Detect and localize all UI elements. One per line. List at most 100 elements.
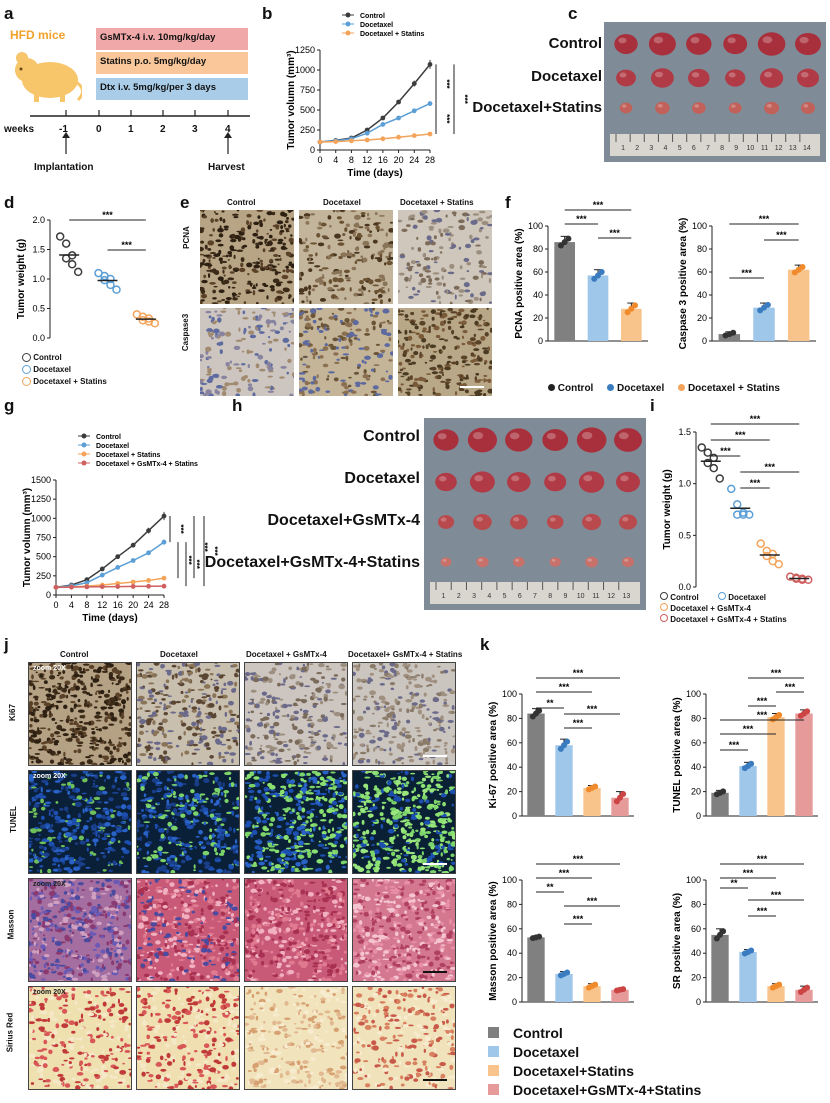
cell bbox=[438, 371, 444, 374]
cell bbox=[75, 827, 80, 830]
cell bbox=[174, 818, 178, 821]
cell bbox=[39, 912, 42, 915]
cell bbox=[393, 835, 396, 839]
cell bbox=[430, 354, 437, 360]
cell bbox=[145, 807, 148, 812]
cell bbox=[128, 722, 131, 727]
cell bbox=[464, 389, 469, 393]
cell bbox=[279, 376, 285, 379]
cell bbox=[263, 827, 270, 832]
cell bbox=[250, 676, 254, 681]
cell bbox=[211, 833, 216, 838]
data-point bbox=[380, 136, 386, 142]
cell bbox=[302, 663, 306, 667]
cell bbox=[304, 685, 311, 688]
cell bbox=[61, 923, 68, 925]
tumor-highlight bbox=[478, 558, 483, 562]
cell bbox=[311, 840, 315, 843]
cell bbox=[193, 864, 196, 869]
cell bbox=[457, 311, 462, 316]
cell bbox=[357, 759, 365, 764]
cell bbox=[137, 828, 139, 833]
cell bbox=[52, 881, 57, 885]
cell bbox=[106, 923, 111, 926]
cell bbox=[416, 844, 419, 850]
cell bbox=[436, 374, 442, 380]
cell bbox=[366, 747, 370, 753]
cell bbox=[114, 777, 117, 783]
cell bbox=[420, 783, 426, 789]
significance-label: *** bbox=[593, 200, 604, 210]
cell bbox=[174, 810, 177, 816]
cell bbox=[82, 731, 87, 736]
cell bbox=[137, 737, 141, 743]
cell bbox=[94, 700, 99, 703]
cell bbox=[378, 695, 386, 701]
cell bbox=[477, 217, 483, 222]
cell bbox=[432, 759, 436, 765]
cell bbox=[89, 796, 92, 801]
cell bbox=[482, 347, 488, 350]
cell bbox=[422, 253, 426, 258]
cell bbox=[419, 831, 424, 837]
cell bbox=[265, 744, 273, 749]
cell bbox=[189, 847, 193, 851]
cell bbox=[406, 391, 411, 396]
cell bbox=[156, 781, 163, 785]
data-point bbox=[364, 130, 370, 136]
cell bbox=[104, 879, 112, 882]
cell bbox=[315, 351, 318, 355]
cell bbox=[69, 728, 74, 732]
cell bbox=[358, 347, 365, 350]
cell bbox=[438, 228, 442, 234]
cell bbox=[98, 786, 106, 791]
cell bbox=[450, 830, 455, 835]
cell bbox=[112, 746, 117, 750]
cell bbox=[435, 217, 443, 223]
cell bbox=[203, 254, 211, 257]
cell bbox=[319, 298, 327, 302]
data-point bbox=[106, 274, 115, 284]
cell bbox=[92, 888, 97, 893]
cell bbox=[72, 798, 80, 801]
cell bbox=[403, 854, 409, 857]
cell bbox=[439, 843, 443, 847]
cell bbox=[354, 246, 360, 251]
cell bbox=[64, 855, 69, 861]
cell bbox=[248, 857, 254, 861]
panel-j-histology: Control Docetaxel Docetaxel + GsMTx-4 Do… bbox=[5, 650, 473, 1100]
cell bbox=[316, 278, 323, 282]
cell bbox=[397, 775, 402, 781]
cell bbox=[431, 773, 435, 776]
cell bbox=[159, 702, 163, 705]
tumor bbox=[648, 32, 676, 56]
cell bbox=[333, 297, 340, 300]
cell bbox=[43, 702, 51, 707]
cell bbox=[322, 235, 328, 239]
y-tick-label: 0.5 bbox=[32, 304, 45, 314]
cell bbox=[189, 739, 195, 745]
data-point bbox=[364, 137, 370, 143]
cell bbox=[215, 857, 220, 860]
e-caspase-statins-image bbox=[398, 308, 492, 396]
cell bbox=[293, 710, 300, 715]
significance-label: *** bbox=[176, 524, 185, 534]
cell bbox=[240, 376, 246, 382]
cell bbox=[208, 697, 212, 701]
cell bbox=[279, 257, 282, 262]
data-point bbox=[756, 539, 765, 548]
cell bbox=[284, 760, 292, 762]
cell bbox=[219, 217, 223, 222]
cell bbox=[247, 363, 250, 369]
cell bbox=[232, 739, 238, 743]
cell bbox=[259, 712, 263, 715]
h-row-gsmtx-statins: Docetaxel+GsMTx-4+Statins bbox=[204, 554, 420, 571]
cell bbox=[315, 815, 318, 818]
panel-h-tumor-photo: 1 2 3 4 5 6 7 8 9 10 11 12 13 bbox=[424, 418, 646, 610]
cell bbox=[341, 677, 346, 682]
cell bbox=[418, 757, 424, 761]
cell bbox=[353, 855, 356, 859]
cell bbox=[71, 977, 79, 981]
data-point bbox=[84, 580, 90, 586]
cell bbox=[59, 790, 63, 793]
